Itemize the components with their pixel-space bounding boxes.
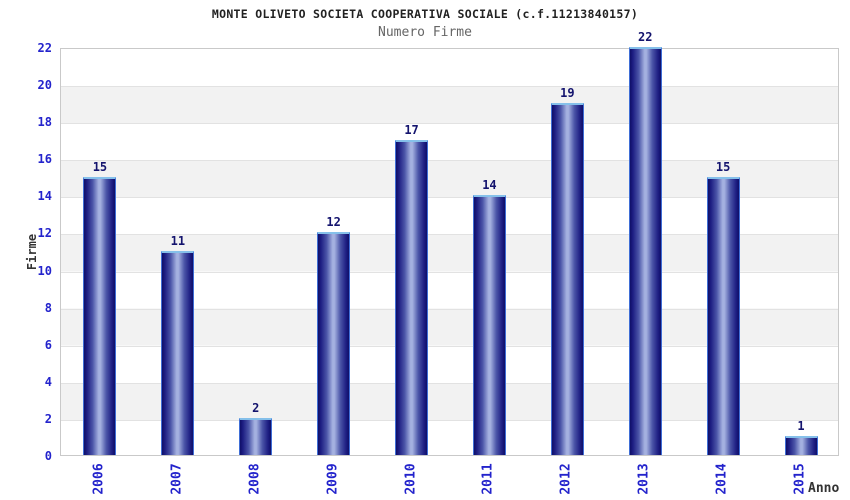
gridline [61,86,838,88]
gridline [61,160,838,162]
bar-2012 [550,103,584,455]
bar-2014 [706,177,740,455]
bar-2015 [784,436,818,455]
x-tick-label: 2013 [636,463,652,495]
y-tick-label: 14 [37,189,52,204]
y-tick-label: 4 [44,374,52,389]
bar-2006 [83,177,117,455]
bar-value-label: 19 [560,86,575,100]
y-tick-label: 10 [37,263,52,278]
gridline [61,419,838,421]
y-tick-label: 2 [44,411,52,426]
y-tick-label: 16 [37,152,52,167]
y-tick-label: 0 [44,449,52,463]
gridline [61,271,838,273]
x-axis-title: Anno [808,481,840,496]
x-tick-label: 2010 [403,463,419,495]
y-tick-label: 18 [37,115,52,130]
x-tick-label: 2012 [558,463,574,495]
bar-2010 [395,140,429,455]
bar-value-label: 15 [715,160,731,174]
chart-title: MONTE OLIVETO SOCIETA COOPERATIVA SOCIAL… [211,7,639,21]
x-tick-label: 2014 [714,463,730,495]
gridline [61,123,838,125]
x-tick-label: 2015 [792,463,808,495]
bar-value-label: 17 [404,123,419,137]
bar-value-label: 14 [482,178,497,192]
bar-value-label: 11 [170,234,186,248]
y-tick-label: 12 [37,226,52,241]
y-tick-label: 6 [44,337,52,352]
gridline [61,308,838,310]
y-tick-label: 20 [37,78,52,93]
gridline [61,345,838,347]
bar-2011 [472,195,506,455]
y-tick-label: 22 [37,41,52,55]
bar-2007 [161,251,195,455]
y-tick-label: 8 [44,300,52,315]
plot-area: 15 11 2 12 17 14 19 22 15 1 [60,30,839,456]
x-tick-label: 2008 [247,463,263,495]
gridline [61,234,838,236]
x-tick-label: 2009 [325,463,341,495]
bar-value-label: 12 [326,215,341,229]
x-tick-label: 2011 [480,463,496,495]
bar-2013 [628,47,662,455]
chart-subtitle: Numero Firme [378,25,472,40]
bar-value-label: 15 [92,160,108,174]
bar-value-label: 1 [797,419,805,433]
bar-value-label: 22 [638,30,653,44]
bar-2009 [317,232,351,455]
x-tick-label: 2006 [91,463,107,495]
bar-value-label: 2 [252,401,260,415]
gridline [61,197,838,199]
x-tick-label: 2007 [169,463,185,495]
gridline [61,382,838,384]
bar-2008 [239,418,273,455]
